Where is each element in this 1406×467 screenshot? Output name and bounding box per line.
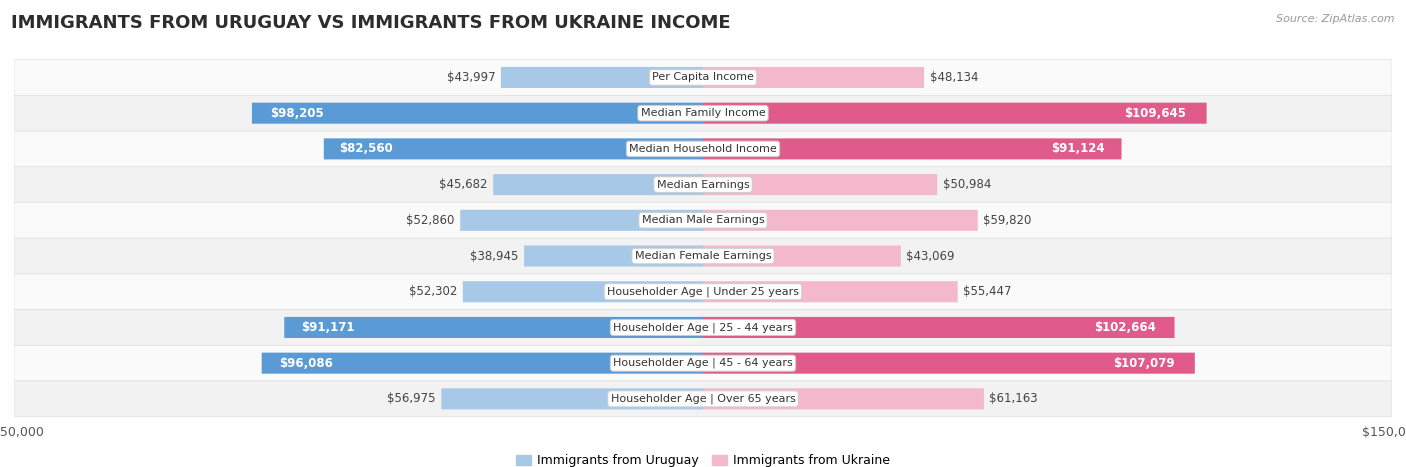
Text: $91,171: $91,171 [301,321,354,334]
Text: Householder Age | Under 25 years: Householder Age | Under 25 years [607,286,799,297]
FancyBboxPatch shape [460,210,703,231]
FancyBboxPatch shape [501,67,703,88]
Text: $43,069: $43,069 [907,249,955,262]
FancyBboxPatch shape [14,167,1392,203]
Text: $107,079: $107,079 [1114,357,1175,370]
FancyBboxPatch shape [703,389,984,410]
FancyBboxPatch shape [262,353,703,374]
FancyBboxPatch shape [252,103,703,124]
FancyBboxPatch shape [703,210,977,231]
FancyBboxPatch shape [14,238,1392,274]
FancyBboxPatch shape [703,353,1195,374]
Text: $61,163: $61,163 [990,392,1038,405]
FancyBboxPatch shape [441,389,703,410]
Text: $50,984: $50,984 [942,178,991,191]
Text: Median Female Earnings: Median Female Earnings [634,251,772,261]
FancyBboxPatch shape [494,174,703,195]
Text: $45,682: $45,682 [439,178,488,191]
FancyBboxPatch shape [703,138,1122,159]
FancyBboxPatch shape [14,131,1392,167]
Text: $38,945: $38,945 [470,249,519,262]
Text: $56,975: $56,975 [387,392,436,405]
FancyBboxPatch shape [14,203,1392,238]
Text: $109,645: $109,645 [1125,106,1187,120]
Text: Median Family Income: Median Family Income [641,108,765,118]
Text: $59,820: $59,820 [983,214,1032,227]
FancyBboxPatch shape [703,246,901,267]
Text: Median Earnings: Median Earnings [657,180,749,190]
Text: Householder Age | 45 - 64 years: Householder Age | 45 - 64 years [613,358,793,368]
FancyBboxPatch shape [703,103,1206,124]
Text: $82,560: $82,560 [339,142,392,156]
Legend: Immigrants from Uruguay, Immigrants from Ukraine: Immigrants from Uruguay, Immigrants from… [512,449,894,467]
Text: $96,086: $96,086 [280,357,333,370]
FancyBboxPatch shape [703,281,957,302]
Text: IMMIGRANTS FROM URUGUAY VS IMMIGRANTS FROM UKRAINE INCOME: IMMIGRANTS FROM URUGUAY VS IMMIGRANTS FR… [11,14,731,32]
Text: Householder Age | Over 65 years: Householder Age | Over 65 years [610,394,796,404]
Text: $91,124: $91,124 [1052,142,1105,156]
Text: $102,664: $102,664 [1094,321,1156,334]
FancyBboxPatch shape [14,95,1392,131]
FancyBboxPatch shape [703,67,924,88]
Text: $55,447: $55,447 [963,285,1012,298]
FancyBboxPatch shape [14,345,1392,381]
Text: $43,997: $43,997 [447,71,495,84]
Text: Median Male Earnings: Median Male Earnings [641,215,765,225]
Text: $52,302: $52,302 [409,285,457,298]
Text: $48,134: $48,134 [929,71,979,84]
Text: Median Household Income: Median Household Income [628,144,778,154]
FancyBboxPatch shape [703,317,1174,338]
Text: Householder Age | 25 - 44 years: Householder Age | 25 - 44 years [613,322,793,333]
FancyBboxPatch shape [14,381,1392,417]
FancyBboxPatch shape [284,317,703,338]
FancyBboxPatch shape [323,138,703,159]
FancyBboxPatch shape [463,281,703,302]
FancyBboxPatch shape [703,174,938,195]
Text: Per Capita Income: Per Capita Income [652,72,754,83]
FancyBboxPatch shape [14,310,1392,345]
Text: Source: ZipAtlas.com: Source: ZipAtlas.com [1277,14,1395,24]
Text: $52,860: $52,860 [406,214,454,227]
Text: $98,205: $98,205 [270,106,323,120]
FancyBboxPatch shape [14,274,1392,310]
FancyBboxPatch shape [524,246,703,267]
FancyBboxPatch shape [14,60,1392,95]
